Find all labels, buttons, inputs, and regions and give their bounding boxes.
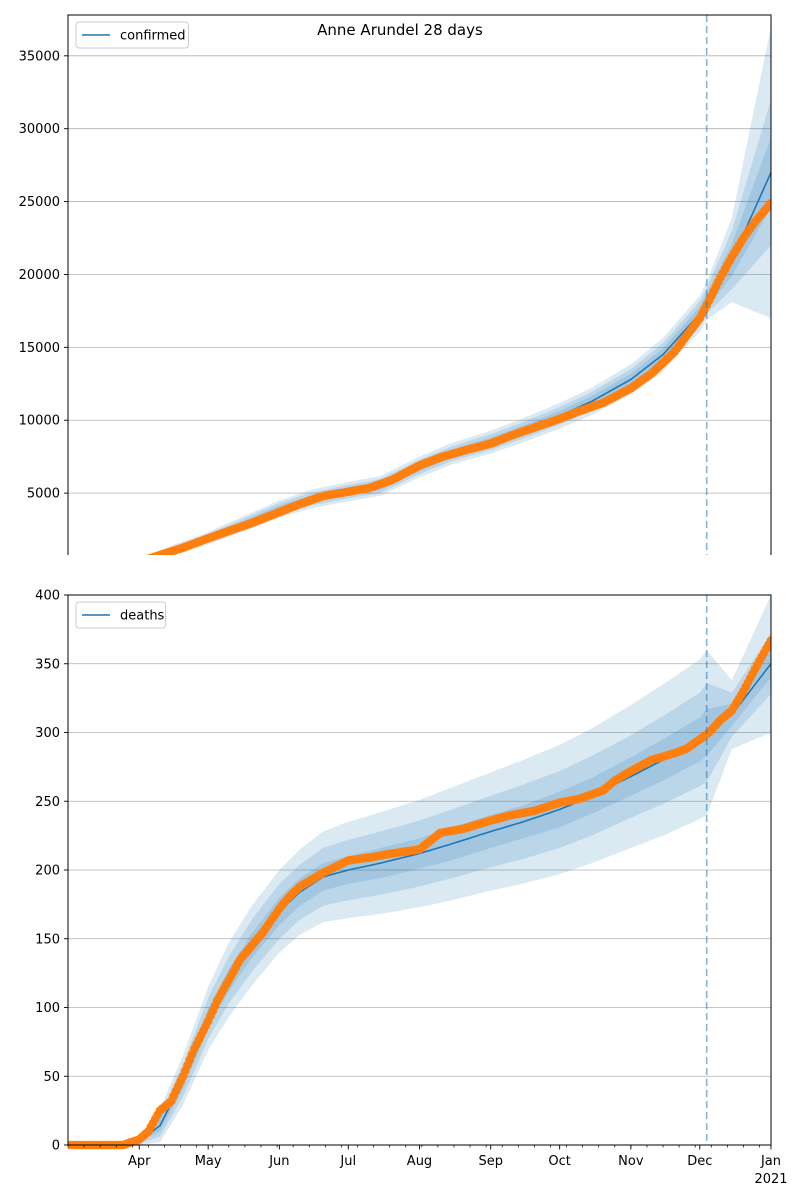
legend-box — [75, 21, 189, 49]
axis-margin-left — [0, 555, 68, 1185]
chart-panel-2: 0 50 100 150 200 250 300 350 400 Apr May Jun Jul Aug S… — [0, 555, 800, 1187]
figure-title: Anne Arundel 28 days — [317, 21, 483, 39]
legend-label: deaths — [120, 609, 165, 624]
axis-margin-left — [0, 0, 68, 606]
y-tick-label: 15000 — [19, 341, 60, 356]
y-tick-label: 5000 — [27, 487, 60, 502]
confidence-band-3 — [68, 26, 771, 566]
legend-label: confirmed — [120, 29, 186, 44]
x-year-label: 2021 — [754, 1172, 787, 1187]
series-line-confirmed — [68, 172, 772, 567]
x-tick-label: May — [195, 1154, 222, 1169]
y-tick-label: 10000 — [19, 414, 60, 429]
axis-margin-right — [771, 555, 800, 1185]
x-tick-label: Aug — [407, 1154, 432, 1169]
axis-margin-top — [68, 0, 771, 15]
x-tick-label: Nov — [618, 1154, 644, 1169]
y-tick-label: 35000 — [19, 49, 60, 64]
y-tick-label: 0 — [52, 1139, 60, 1154]
chart-panel-1: 05000100001500020000250003000035000confi… — [0, 0, 800, 606]
y-tick-label: 50 — [43, 1070, 60, 1085]
y-tick-label: 350 — [35, 657, 60, 672]
x-tick-label: Dec — [687, 1154, 712, 1169]
y-tick-label: 30000 — [19, 122, 60, 137]
x-tick-label: Oct — [548, 1154, 570, 1169]
y-tick-label: 400 — [35, 589, 60, 604]
legend-box — [75, 601, 167, 629]
y-tick-label: 300 — [35, 726, 60, 741]
legend: deaths — [75, 601, 167, 629]
y-tick-label: 250 — [35, 795, 60, 810]
axis-margin-right — [771, 0, 800, 606]
axis-margin-top — [68, 555, 771, 595]
x-tick-label: Jun — [268, 1154, 289, 1169]
y-tick-label: 150 — [35, 932, 60, 947]
x-tick-label: Sep — [478, 1154, 503, 1169]
x-tick-label: Jan — [760, 1154, 781, 1169]
confidence-band-3 — [68, 595, 771, 1145]
confidence-band-2 — [68, 633, 771, 1145]
legend: confirmed — [75, 21, 189, 49]
y-tick-label: 200 — [35, 864, 60, 879]
y-tick-label: 20000 — [19, 268, 60, 283]
confidence-band-2 — [68, 99, 771, 566]
axes-frame — [67, 14, 772, 567]
y-tick-label: 25000 — [19, 195, 60, 210]
x-tick-label: Jul — [339, 1154, 356, 1169]
x-tick-label: Apr — [128, 1154, 151, 1169]
y-tick-label: 100 — [35, 1001, 60, 1016]
